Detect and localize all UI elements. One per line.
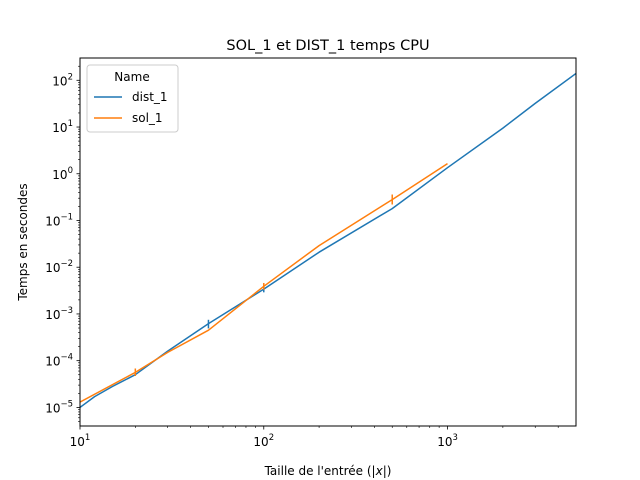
x-tick-label: 102: [253, 433, 274, 449]
x-tick-label-exponent: 3: [452, 433, 457, 443]
y-tick-label-base: 10: [52, 121, 67, 135]
y-tick-label: 102: [52, 72, 73, 88]
y-tick-label-base: 10: [45, 401, 60, 415]
y-tick-label-exponent: −1: [60, 212, 73, 222]
x-tick-label-base: 10: [253, 435, 268, 449]
plot-series: [80, 72, 576, 409]
x-tick-label-exponent: 1: [85, 433, 90, 443]
x-axis-label: Taille de l'entrée (|x|): [264, 464, 392, 478]
y-tick-label-base: 10: [45, 308, 60, 322]
x-tick-label: 103: [437, 433, 458, 449]
y-tick-label: 101: [52, 119, 73, 135]
legend-label-sol-1: sol_1: [132, 111, 163, 125]
y-tick-label-exponent: −4: [60, 353, 73, 363]
legend-title: Name: [114, 70, 149, 84]
y-tick-label-exponent: 2: [68, 72, 73, 82]
plot-frame: [79, 57, 577, 427]
y-tick-label-base: 10: [52, 74, 67, 88]
y-tick-label: 100: [52, 166, 73, 182]
legend-box: [86, 64, 179, 133]
y-tick-label-base: 10: [52, 168, 67, 182]
x-tick-label: 101: [70, 433, 91, 449]
x-axis-label-suffix: ): [387, 464, 392, 478]
y-tick-label: 10−3: [45, 306, 73, 322]
y-tick-label-exponent: −5: [60, 399, 73, 409]
y-tick-label-base: 10: [45, 214, 60, 228]
y-tick-label: 10−4: [45, 353, 73, 369]
y-tick-label-exponent: 1: [68, 119, 73, 129]
y-tick-label: 10−2: [45, 259, 73, 275]
legend-label-dist-1: dist_1: [132, 90, 168, 104]
y-tick-label-exponent: 0: [68, 166, 73, 176]
y-tick-label: 10−5: [45, 399, 73, 415]
series-line-sol-1: [80, 162, 448, 403]
x-tick-label-base: 10: [437, 435, 452, 449]
x-axis-label-prefix: Taille de l'entrée (: [264, 464, 372, 478]
y-tick-label-base: 10: [45, 261, 60, 275]
x-tick-label-base: 10: [70, 435, 85, 449]
y-axis-label: Temps en secondes: [16, 183, 30, 301]
y-tick-label-exponent: −3: [60, 306, 73, 316]
y-tick-label: 10−1: [45, 212, 73, 228]
y-tick-label-base: 10: [45, 355, 60, 369]
legend: Name dist_1 sol_1: [86, 64, 179, 133]
y-tick-label-exponent: −2: [60, 259, 73, 269]
x-axis-label-variable: |x|: [372, 464, 387, 478]
chart-title: SOL_1 et DIST_1 temps CPU: [226, 38, 429, 54]
x-tick-label-exponent: 2: [269, 433, 274, 443]
